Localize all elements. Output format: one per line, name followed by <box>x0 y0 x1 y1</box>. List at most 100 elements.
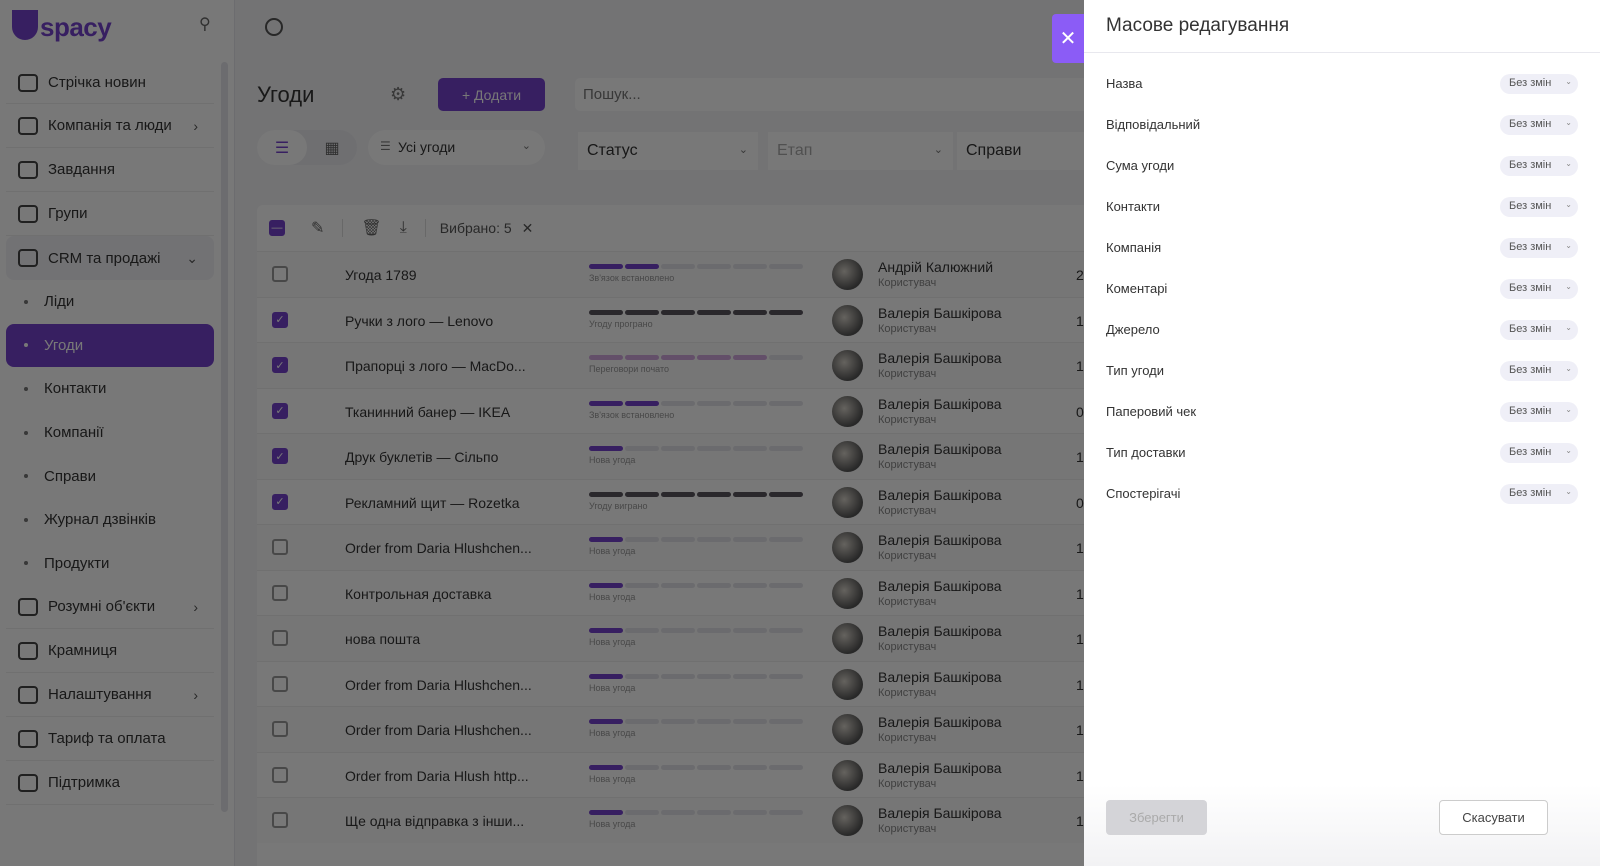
field-select[interactable]: Без змін ⌄ <box>1500 443 1578 463</box>
deal-name[interactable]: нова пошта <box>345 631 421 647</box>
field-select[interactable]: Без змін ⌄ <box>1500 279 1578 299</box>
sidebar-item[interactable]: Налаштування › <box>6 673 214 718</box>
sidebar-subitem[interactable]: Ліди <box>6 280 214 324</box>
sidebar-item[interactable]: Крамниця <box>6 629 214 674</box>
list-view-icon[interactable]: ☰ <box>257 130 307 165</box>
user-name[interactable]: Валерія Башкірова <box>878 759 1002 776</box>
row-checkbox[interactable]: ✓ <box>272 448 288 464</box>
sidebar-subitem[interactable]: Компанії <box>6 411 214 455</box>
row-checkbox[interactable]: ✓ <box>272 311 288 328</box>
field-select[interactable]: Без змін ⌄ <box>1500 115 1578 135</box>
user-name[interactable]: Валерія Башкірова <box>878 441 1002 457</box>
edit-icon[interactable]: ✎ <box>311 220 325 237</box>
user-name[interactable]: Валерія Башкірова <box>878 805 1002 821</box>
table-row[interactable]: Order from Daria Hlushchen... Нова угода… <box>257 524 1084 570</box>
user-name[interactable]: Валерія Башкірова <box>878 577 1002 594</box>
sidebar-item[interactable]: Компанія та люди › <box>6 104 214 148</box>
sidebar-subitem[interactable]: Контакти <box>6 367 214 411</box>
add-button[interactable]: + Додати <box>438 78 545 111</box>
field-select[interactable]: Без змін ⌄ <box>1500 320 1578 340</box>
deal-name[interactable]: Order from Daria Hlushchen... <box>345 722 532 738</box>
field-select[interactable]: Без змін ⌄ <box>1500 197 1578 217</box>
pin-icon[interactable]: ⚲ <box>199 16 211 33</box>
row-checkbox[interactable] <box>272 675 288 692</box>
sidebar-subitem[interactable]: Справи <box>6 454 214 498</box>
row-checkbox[interactable]: ✓ <box>272 357 288 373</box>
deal-name[interactable]: Ще одна відправка з інши... <box>345 813 525 829</box>
logo[interactable]: spacy <box>12 10 112 43</box>
sidebar-item[interactable]: Підтримка <box>6 761 214 806</box>
table-row[interactable]: ✓ Друк буклетів — Сільпо Нова угода Вале… <box>257 433 1084 479</box>
search-icon[interactable] <box>265 18 283 36</box>
save-button[interactable]: Зберегти <box>1106 800 1207 835</box>
deal-name[interactable]: Прапорці з лого — MacDo... <box>345 358 526 374</box>
user-name[interactable]: Валерія Башкірова <box>878 714 1002 730</box>
trash-icon[interactable]: 🗑 <box>361 220 382 237</box>
field-select[interactable]: Без змін ⌄ <box>1500 156 1578 176</box>
row-checkbox[interactable] <box>272 539 288 555</box>
row-checkbox[interactable] <box>272 584 288 601</box>
deal-name[interactable]: Order from Daria Hlushchen... <box>345 676 532 693</box>
user-name[interactable]: Валерія Башкірова <box>878 395 1002 412</box>
sidebar-scrollbar[interactable] <box>221 62 228 812</box>
table-row[interactable]: ✓ Тканинний банер — IKEA Зв'язок встанов… <box>257 387 1084 434</box>
deal-name[interactable]: Order from Daria Hlushchen... <box>345 540 532 556</box>
field-select[interactable]: Без змін ⌄ <box>1500 484 1578 504</box>
deal-name[interactable]: Контрольная доставка <box>345 585 492 602</box>
sidebar-item[interactable]: Групи <box>6 192 214 236</box>
search-input[interactable]: Пошук... <box>575 78 1084 111</box>
sidebar-subitem[interactable]: Журнал дзвінків <box>6 498 214 542</box>
sidebar-item[interactable]: CRM та продажі ⌄ <box>6 236 214 280</box>
deal-name[interactable]: Order from Daria Hlush http... <box>345 767 529 784</box>
deal-name[interactable]: Угода 1789 <box>345 267 417 283</box>
deal-name[interactable]: Рекламний щит — Rozetka <box>345 494 520 511</box>
sidebar-subitem[interactable]: Угоди <box>6 323 214 368</box>
sidebar-item[interactable]: Завдання <box>6 148 214 192</box>
user-name[interactable]: Валерія Башкірова <box>878 623 1002 639</box>
table-row[interactable]: ✓ Прапорці з лого — MacDo... Переговори … <box>257 342 1084 388</box>
table-row[interactable]: Контрольная доставка Нова угода Валерія … <box>257 569 1084 616</box>
grid-view-icon[interactable]: ▦ <box>324 139 340 157</box>
field-select[interactable]: Без змін ⌄ <box>1500 402 1578 422</box>
select-all-checkbox[interactable]: — <box>269 220 285 236</box>
row-checkbox[interactable] <box>272 812 288 828</box>
table-row[interactable]: Ще одна відправка з інши... Нова угода В… <box>257 797 1084 843</box>
stage-filter[interactable]: Етап ⌄ <box>768 132 953 170</box>
sidebar-subitem[interactable]: Продукти <box>6 542 214 586</box>
deal-name[interactable]: Ручки з лого — Lenovo <box>345 312 494 329</box>
clear-selection-icon[interactable]: ✕ <box>521 219 534 236</box>
export-icon[interactable]: ⤓ <box>399 219 407 236</box>
deal-name[interactable]: Тканинний банер — IKEA <box>345 403 511 420</box>
row-checkbox[interactable] <box>272 721 288 737</box>
gear-icon[interactable]: ⚙ <box>390 84 407 104</box>
table-row[interactable]: Order from Daria Hlushchen... Нова угода… <box>257 706 1084 752</box>
view-filter-select[interactable]: ☰ Усі угоди ⌄ <box>368 130 545 165</box>
user-name[interactable]: Валерія Башкірова <box>878 304 1002 321</box>
sidebar-item[interactable]: Розумні об'єкти › <box>6 585 214 630</box>
deal-name[interactable]: Друк буклетів — Сільпо <box>345 449 499 465</box>
table-row[interactable]: Order from Daria Hlushchen... Нова угода… <box>257 660 1084 707</box>
cancel-button[interactable]: Скасувати <box>1439 800 1548 835</box>
row-checkbox[interactable] <box>272 766 288 783</box>
user-name[interactable]: Андрій Калюжний <box>878 259 994 275</box>
sidebar-item[interactable]: Стрічка новин <box>6 62 214 104</box>
status-filter[interactable]: Статус ⌄ <box>578 132 758 170</box>
table-row[interactable]: ✓ Ручки з лого — Lenovo Угоду програно В… <box>257 296 1084 343</box>
row-checkbox[interactable] <box>272 630 288 646</box>
row-checkbox[interactable] <box>272 266 288 282</box>
user-name[interactable]: Валерія Башкірова <box>878 532 1002 548</box>
field-select[interactable]: Без змін ⌄ <box>1500 361 1578 381</box>
user-name[interactable]: Валерія Башкірова <box>878 486 1002 503</box>
table-row[interactable]: Угода 1789 Зв'язок встановлено Андрій Ка… <box>257 251 1084 297</box>
sidebar-item[interactable]: Тариф та оплата <box>6 717 214 762</box>
user-name[interactable]: Валерія Башкірова <box>878 668 1002 685</box>
table-row[interactable]: Order from Daria Hlush http... Нова угод… <box>257 751 1084 798</box>
user-name[interactable]: Валерія Башкірова <box>878 350 1002 366</box>
row-checkbox[interactable]: ✓ <box>272 402 288 419</box>
field-select[interactable]: Без змін ⌄ <box>1500 238 1578 258</box>
table-row[interactable]: нова пошта Нова угода Валерія Башкірова … <box>257 615 1084 661</box>
field-select[interactable]: Без змін ⌄ <box>1500 74 1578 94</box>
tasks-filter[interactable]: Справи <box>957 132 1084 170</box>
table-row[interactable]: ✓ Рекламний щит — Rozetka Угоду виграно … <box>257 478 1084 525</box>
close-icon[interactable]: ✕ <box>1052 14 1084 63</box>
